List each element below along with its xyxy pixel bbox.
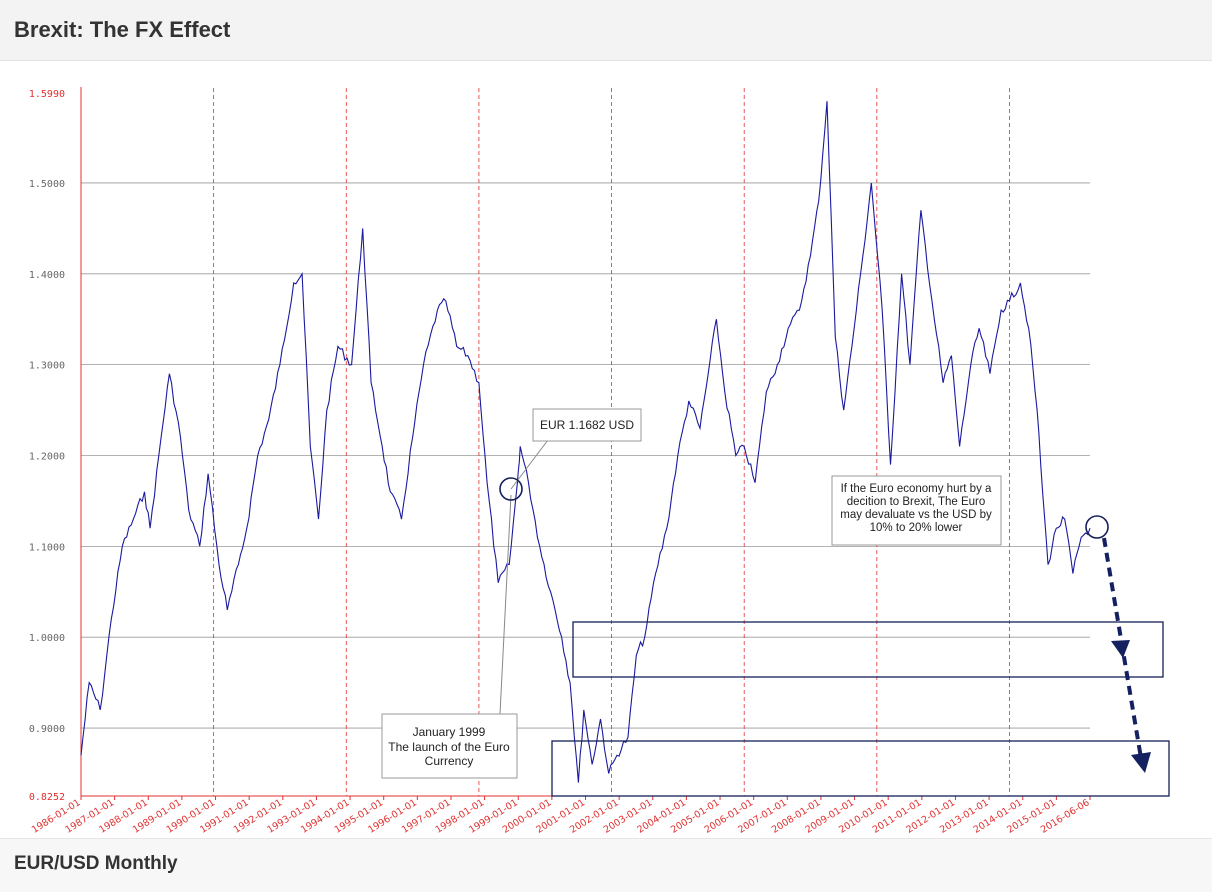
y-tick-label: 1.5990 [29, 89, 65, 100]
brexit-note-line2: decition to Brexit, The Euro [847, 496, 986, 508]
target-zone-upper [572, 621, 1164, 678]
y-tick-label: 1.2000 [29, 451, 65, 462]
projection-arrowhead-lower [1131, 752, 1151, 773]
y-tick-label: 1.0000 [29, 633, 65, 644]
page-header: Brexit: The FX Effect [0, 0, 1212, 61]
brexit-note-box [831, 475, 1002, 546]
brexit-note-line1: If the Euro economy hurt by a [841, 483, 992, 495]
launch-label-line3: Currency [425, 754, 474, 768]
brexit-note-line4: 10% to 20% lower [870, 522, 963, 534]
eurusd-series-line [80, 101, 1091, 783]
projection-arrow [1102, 537, 1144, 765]
brexit-note-line3: may devaluate vs the USD by [840, 509, 992, 521]
page-title: Brexit: The FX Effect [14, 17, 231, 42]
launch-label-line2: The launch of the Euro [388, 740, 510, 754]
y-tick-label: 1.3000 [29, 361, 65, 372]
y-tick-label: 1.5000 [29, 179, 65, 190]
euro-launch-marker [499, 477, 523, 501]
eurusd-chart: 1.5990 1.5000 1.4000 1.3000 1.2000 1.1000 1.00… [29, 87, 1170, 836]
target-zone-lower [551, 740, 1170, 797]
y-tick-label: 0.9000 [29, 724, 65, 735]
launch-label-box [381, 713, 518, 779]
y-tick-label: 0.8252 [29, 792, 65, 803]
eur-label: EUR 1.1682 USD [540, 418, 634, 432]
page-footer: EUR/USD Monthly [0, 838, 1212, 892]
chart-caption: EUR/USD Monthly [14, 853, 178, 874]
brexit-marker [1085, 515, 1109, 539]
projection-arrowhead-upper [1111, 640, 1130, 658]
launch-label-line1: January 1999 [413, 725, 486, 739]
eur-label-box [532, 408, 642, 442]
callout-line-eur [510, 439, 549, 490]
callout-line-launch [499, 494, 512, 715]
y-tick-label: 1.1000 [29, 542, 65, 553]
y-tick-label: 1.4000 [29, 270, 65, 281]
